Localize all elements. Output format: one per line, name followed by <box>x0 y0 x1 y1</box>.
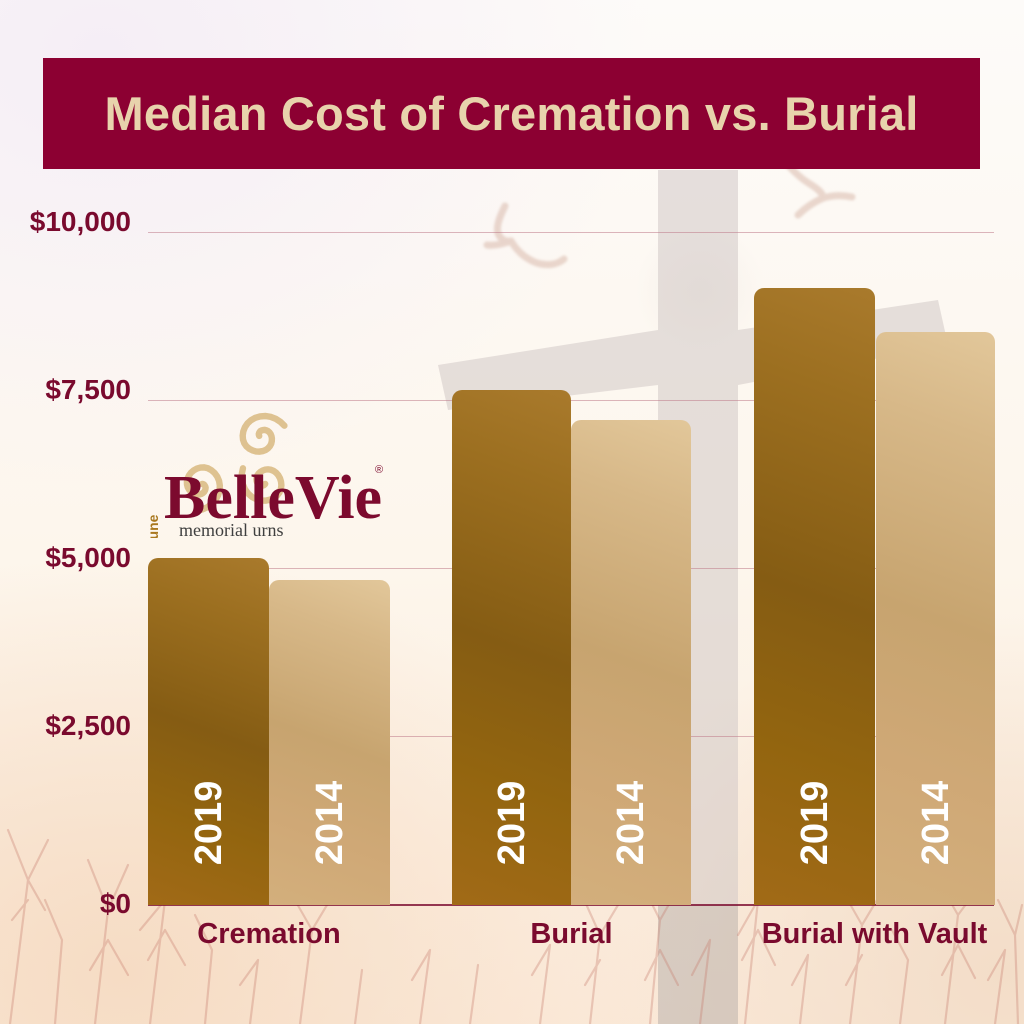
svg-text:®: ® <box>375 464 383 476</box>
svg-text:memorial urns: memorial urns <box>179 520 283 538</box>
svg-text:une: une <box>147 514 161 538</box>
